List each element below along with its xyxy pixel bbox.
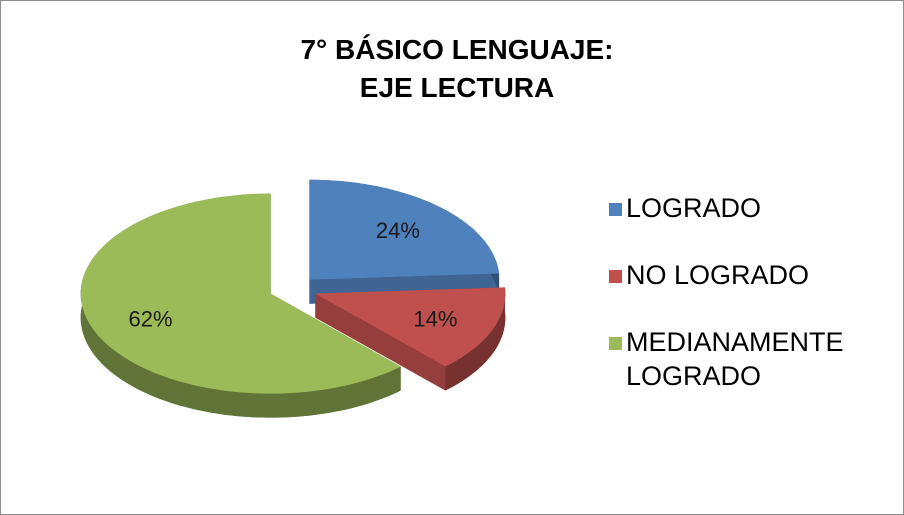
legend-item: LOGRADO [609, 191, 899, 225]
slice-side [315, 293, 446, 391]
legend-swatch [609, 337, 622, 350]
chart-title: EJE LECTURA [360, 72, 554, 103]
legend-swatch [609, 203, 622, 216]
slice-side [445, 287, 506, 391]
legend-swatch [609, 270, 622, 283]
data-label: 62% [129, 307, 173, 332]
legend-item: MEDIANAMENTE LOGRADO [609, 325, 899, 393]
slice [309, 179, 500, 280]
slice [80, 193, 401, 394]
slice-side [80, 193, 401, 418]
legend-item: NO LOGRADO [609, 258, 899, 292]
legend-label: MEDIANAMENTE LOGRADO [626, 327, 844, 391]
chart-title: 7° BÁSICO LENGUAJE: [300, 34, 613, 65]
legend-label: LOGRADO [626, 193, 762, 223]
data-label: 24% [376, 218, 420, 243]
legend: LOGRADO NO LOGRADO MEDIANAMENTE LOGRADO [609, 191, 899, 426]
legend-label: NO LOGRADO [626, 260, 810, 290]
data-label: 14% [413, 307, 457, 332]
slice [315, 287, 506, 367]
